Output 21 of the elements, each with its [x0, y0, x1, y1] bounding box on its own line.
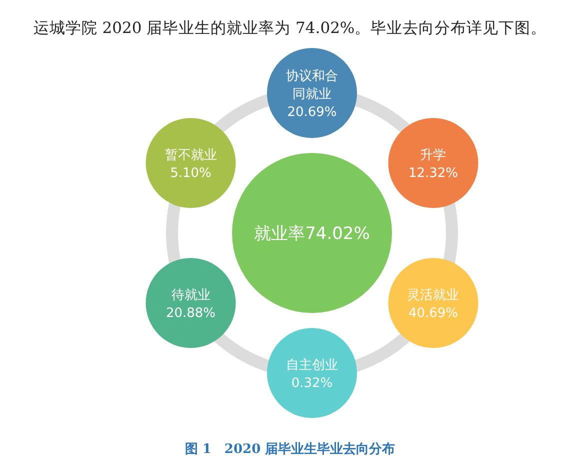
data-label: 5.10%: [170, 166, 212, 181]
data-label: 40.69%: [408, 306, 458, 321]
node: 协议和合同就业 20.69%: [267, 48, 357, 138]
category-label: 待就业: [171, 288, 210, 303]
category-label: 协议和合同就业: [286, 69, 338, 102]
text: 就业率74.02%: [254, 224, 370, 244]
data-label: 12.32%: [408, 166, 458, 181]
node: 灵活就业 40.69%: [388, 258, 478, 348]
data-label: 0.32%: [291, 376, 333, 391]
data-label: 20.88%: [166, 306, 216, 321]
category-label: 升学: [420, 148, 446, 163]
node: 暂不就业 5.10%: [146, 118, 236, 208]
text: 运城学院 2020 届毕业生的就业率为 74.02%。毕业去向分布详见下图。: [33, 19, 547, 37]
node: 待就业 20.88%: [146, 258, 236, 348]
category-label: 自主创业: [286, 357, 338, 373]
category-label: 灵活就业: [407, 288, 460, 303]
category-label: 暂不就业: [164, 148, 217, 163]
node: 自主创业 0.32%: [267, 328, 357, 418]
data-label: 20.69%: [287, 105, 337, 120]
node: 升学 12.32%: [388, 118, 478, 208]
caption: 图 1 2020 届毕业生毕业去向分布: [184, 442, 396, 457]
